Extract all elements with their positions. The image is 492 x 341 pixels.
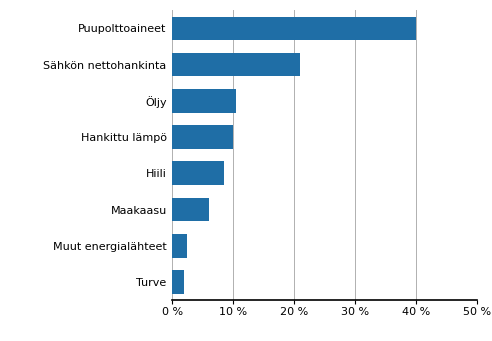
Bar	[172, 125, 233, 149]
Bar	[172, 89, 236, 113]
Bar	[172, 53, 300, 76]
Bar	[172, 198, 209, 221]
Bar	[172, 234, 187, 257]
Bar	[172, 162, 224, 185]
Bar	[172, 17, 416, 40]
Bar	[172, 270, 184, 294]
